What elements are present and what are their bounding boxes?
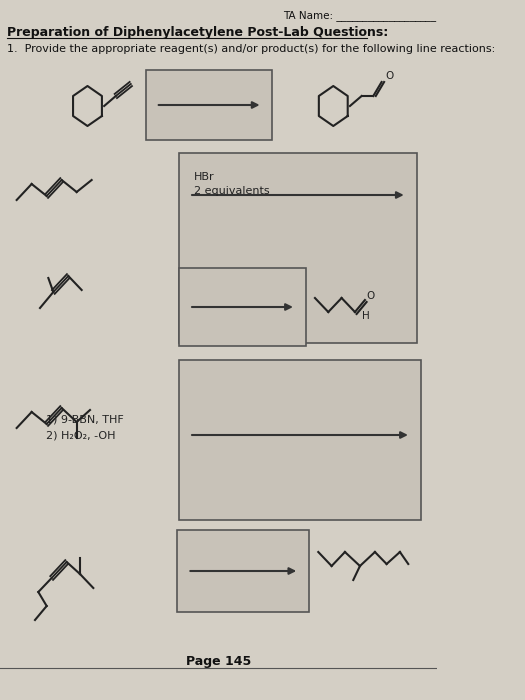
- Text: H: H: [362, 311, 370, 321]
- Text: HBr: HBr: [194, 172, 215, 182]
- Text: TA Name: ___________________: TA Name: ___________________: [284, 10, 436, 21]
- Text: 1.  Provide the appropriate reagent(s) and/or product(s) for the following line : 1. Provide the appropriate reagent(s) an…: [7, 44, 495, 54]
- Text: 1) 9-BBN, THF: 1) 9-BBN, THF: [46, 415, 123, 425]
- Text: Preparation of Diphenylacetylene Post-Lab Questions:: Preparation of Diphenylacetylene Post-La…: [7, 26, 388, 39]
- Text: O: O: [385, 71, 393, 81]
- Bar: [179, 360, 421, 520]
- Bar: [179, 268, 306, 346]
- Text: Page 145: Page 145: [186, 655, 251, 668]
- Text: 2 equivalents: 2 equivalents: [194, 186, 270, 196]
- Bar: [146, 70, 272, 140]
- Text: 2) H₂O₂, -OH: 2) H₂O₂, -OH: [46, 431, 116, 441]
- Bar: [179, 153, 417, 343]
- Bar: [177, 530, 309, 612]
- Text: O: O: [366, 291, 375, 301]
